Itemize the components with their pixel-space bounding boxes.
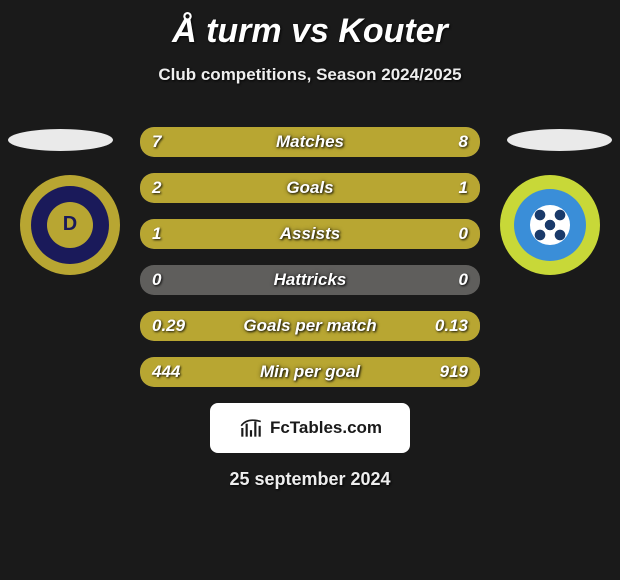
stat-row: 0 0 Hattricks <box>140 265 480 295</box>
stat-value-right: 0 <box>459 270 468 290</box>
soccer-ball-icon <box>530 205 570 245</box>
stat-bars: 7 8 Matches 2 1 Goals 1 0 Assists 0 0 Hattricks 0.29… <box>140 127 480 387</box>
team-badge-right <box>500 175 600 275</box>
stat-value-left: 0 <box>152 270 161 290</box>
stat-label: Matches <box>276 132 344 152</box>
site-label: FcTables.com <box>270 418 382 438</box>
stat-value-right: 919 <box>440 362 468 382</box>
stat-value-left: 2 <box>152 178 161 198</box>
stat-row: 1 0 Assists <box>140 219 480 249</box>
page-title: Å turm vs Kouter <box>0 0 620 51</box>
stat-value-left: 1 <box>152 224 161 244</box>
stat-row: 444 919 Min per goal <box>140 357 480 387</box>
site-badge[interactable]: FcTables.com <box>210 403 410 453</box>
platform-left <box>8 129 113 151</box>
stat-row: 0.29 0.13 Goals per match <box>140 311 480 341</box>
season-subtitle: Club competitions, Season 2024/2025 <box>0 65 620 85</box>
stat-fill-left <box>140 127 299 157</box>
stat-label: Assists <box>280 224 340 244</box>
stat-label: Hattricks <box>274 270 347 290</box>
stats-area: D 7 8 Matches 2 1 Goals 1 0 Assists 0 0 Hattricks 0.… <box>0 127 620 387</box>
stat-value-left: 7 <box>152 132 161 152</box>
stat-label: Goals per match <box>243 316 376 336</box>
team-badge-left: D <box>20 175 120 275</box>
stat-row: 7 8 Matches <box>140 127 480 157</box>
platform-right <box>507 129 612 151</box>
stat-label: Goals <box>286 178 333 198</box>
date-label: 25 september 2024 <box>0 469 620 490</box>
fctables-logo-icon <box>238 415 264 441</box>
stat-row: 2 1 Goals <box>140 173 480 203</box>
stat-value-right: 0.13 <box>435 316 468 336</box>
team-badge-left-letter: D <box>47 202 94 249</box>
stat-value-right: 8 <box>459 132 468 152</box>
stat-value-left: 444 <box>152 362 180 382</box>
stat-label: Min per goal <box>260 362 360 382</box>
stat-value-left: 0.29 <box>152 316 185 336</box>
stat-value-right: 1 <box>459 178 468 198</box>
stat-value-right: 0 <box>459 224 468 244</box>
